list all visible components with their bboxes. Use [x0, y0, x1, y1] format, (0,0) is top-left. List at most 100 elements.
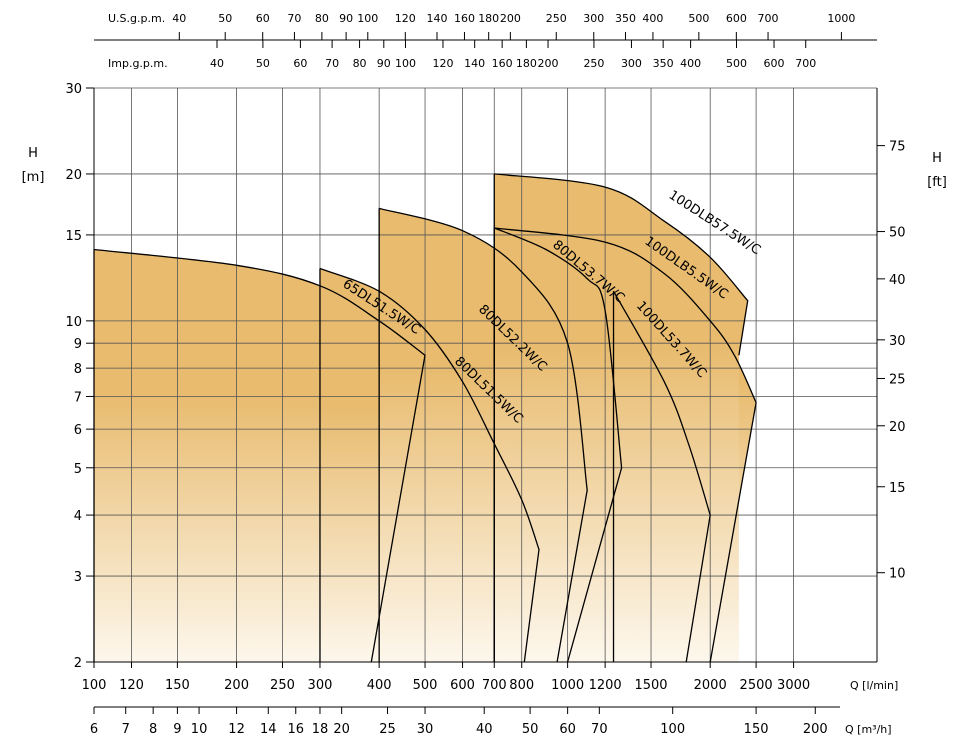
- m3h-tick-label-0: 6: [90, 722, 98, 737]
- imp-gpm-tick-label-0: 40: [210, 57, 224, 70]
- y-ft-tick-label-4: 30: [889, 334, 906, 349]
- x-tick-label-9: 700: [482, 678, 507, 693]
- imp-gpm-tick-label-16: 500: [726, 57, 747, 70]
- imp-gpm-tick-label-1: 50: [256, 57, 270, 70]
- x-axis-label: Q [l/min]: [850, 679, 898, 692]
- m3h-tick-label-16: 100: [660, 722, 685, 737]
- us-gpm-tick-label-7: 120: [395, 12, 416, 25]
- us-gpm-label: U.S.g.p.m.: [108, 12, 165, 25]
- m3h-tick-label-15: 70: [591, 722, 608, 737]
- imp-gpm-tick-label-8: 140: [464, 57, 485, 70]
- x-tick-label-6: 400: [367, 678, 392, 693]
- us-gpm-tick-label-4: 80: [315, 12, 329, 25]
- m3h-tick-label-7: 16: [287, 722, 304, 737]
- y-tick-label-7: 9: [74, 337, 82, 352]
- imp-gpm-tick-label-18: 700: [795, 57, 816, 70]
- y-ft-tick-label-0: 10: [889, 567, 906, 582]
- us-gpm-tick-label-8: 140: [426, 12, 447, 25]
- y-ft-tick-label-6: 50: [889, 226, 906, 241]
- imp-gpm-tick-label-15: 400: [680, 57, 701, 70]
- y-tick-label-2: 4: [74, 509, 82, 524]
- x-tick-label-2: 150: [165, 678, 190, 693]
- m3h-tick-label-10: 25: [379, 722, 396, 737]
- m3h-tick-label-18: 200: [803, 722, 828, 737]
- y-axis-left-label: H: [28, 146, 38, 161]
- y-ft-tick-label-5: 40: [889, 273, 906, 288]
- us-gpm-tick-label-0: 40: [172, 12, 186, 25]
- m3h-tick-label-2: 8: [149, 722, 157, 737]
- y-tick-label-4: 6: [74, 423, 82, 438]
- y-tick-label-10: 20: [65, 168, 82, 183]
- us-gpm-tick-label-19: 1000: [827, 12, 855, 25]
- us-gpm-tick-label-16: 500: [688, 12, 709, 25]
- y-tick-label-5: 7: [74, 390, 82, 405]
- imp-gpm-tick-label-9: 160: [492, 57, 513, 70]
- imp-gpm-tick-label-10: 180: [516, 57, 537, 70]
- curve-65DL51.5W/C: [93, 248, 426, 663]
- us-gpm-tick-label-9: 160: [454, 12, 475, 25]
- y-axis-right-label: H: [932, 151, 942, 166]
- us-gpm-tick-label-12: 250: [546, 12, 567, 25]
- x-tick-label-4: 250: [270, 678, 295, 693]
- us-gpm-tick-label-14: 350: [615, 12, 636, 25]
- m3h-tick-label-1: 7: [122, 722, 130, 737]
- us-gpm-tick-label-17: 600: [726, 12, 747, 25]
- imp-gpm-tick-label-11: 200: [538, 57, 559, 70]
- us-gpm-tick-label-10: 180: [478, 12, 499, 25]
- imp-gpm-label: Imp.g.p.m.: [108, 57, 168, 70]
- y-tick-label-0: 2: [74, 656, 82, 671]
- x-tick-label-8: 600: [450, 678, 475, 693]
- imp-gpm-tick-label-2: 60: [293, 57, 307, 70]
- m3h-tick-label-9: 20: [333, 722, 350, 737]
- x-tick-label-7: 500: [413, 678, 438, 693]
- operating-region-6: [494, 173, 748, 662]
- x-tick-label-13: 1500: [634, 678, 667, 693]
- imp-gpm-tick-label-17: 600: [764, 57, 785, 70]
- y-tick-label-8: 10: [65, 315, 82, 330]
- imp-gpm-tick-label-5: 90: [377, 57, 391, 70]
- us-gpm-tick-label-1: 50: [218, 12, 232, 25]
- curve-100DLB5.5W/C: [494, 227, 757, 663]
- x-tick-label-11: 1000: [551, 678, 584, 693]
- x-tick-label-15: 2500: [740, 678, 773, 693]
- us-gpm-tick-label-11: 200: [500, 12, 521, 25]
- m3h-tick-label-4: 10: [191, 722, 208, 737]
- m3h-tick-label-14: 60: [559, 722, 576, 737]
- y-ft-tick-label-2: 20: [889, 420, 906, 435]
- x-tick-label-12: 1200: [589, 678, 622, 693]
- imp-gpm-tick-label-4: 80: [353, 57, 367, 70]
- m3h-tick-label-13: 50: [522, 722, 539, 737]
- us-gpm-tick-label-3: 70: [287, 12, 301, 25]
- m3h-tick-label-3: 9: [173, 722, 181, 737]
- m3h-tick-label-6: 14: [260, 722, 277, 737]
- y-axis-right-unit: [ft]: [927, 175, 947, 190]
- m3h-tick-label-11: 30: [417, 722, 434, 737]
- imp-gpm-tick-label-12: 250: [583, 57, 604, 70]
- curve-80DL52.2W/C: [378, 207, 588, 663]
- x-tick-label-14: 2000: [694, 678, 727, 693]
- x-tick-label-1: 120: [119, 678, 144, 693]
- m3h-axis-label: Q [m³/h]: [845, 723, 892, 736]
- y-tick-label-6: 8: [74, 362, 82, 377]
- x-tick-label-0: 100: [82, 678, 107, 693]
- y-ft-tick-label-1: 15: [889, 481, 906, 496]
- x-tick-label-16: 3000: [777, 678, 810, 693]
- us-gpm-tick-label-5: 90: [339, 12, 353, 25]
- y-tick-label-3: 5: [74, 462, 82, 477]
- x-tick-label-3: 200: [224, 678, 249, 693]
- y-tick-label-1: 3: [74, 570, 82, 585]
- x-tick-label-10: 800: [509, 678, 534, 693]
- curve-100DL53.7W/C: [612, 290, 711, 663]
- y-ft-tick-label-3: 25: [889, 372, 906, 387]
- imp-gpm-tick-label-14: 350: [653, 57, 674, 70]
- y-ft-tick-label-7: 75: [889, 140, 906, 155]
- us-gpm-tick-label-2: 60: [256, 12, 270, 25]
- imp-gpm-tick-label-13: 300: [621, 57, 642, 70]
- m3h-tick-label-8: 18: [312, 722, 329, 737]
- y-tick-label-9: 15: [65, 229, 82, 244]
- us-gpm-tick-label-6: 100: [357, 12, 378, 25]
- imp-gpm-tick-label-7: 120: [432, 57, 453, 70]
- m3h-tick-label-5: 12: [228, 722, 245, 737]
- operating-regions: [94, 173, 757, 662]
